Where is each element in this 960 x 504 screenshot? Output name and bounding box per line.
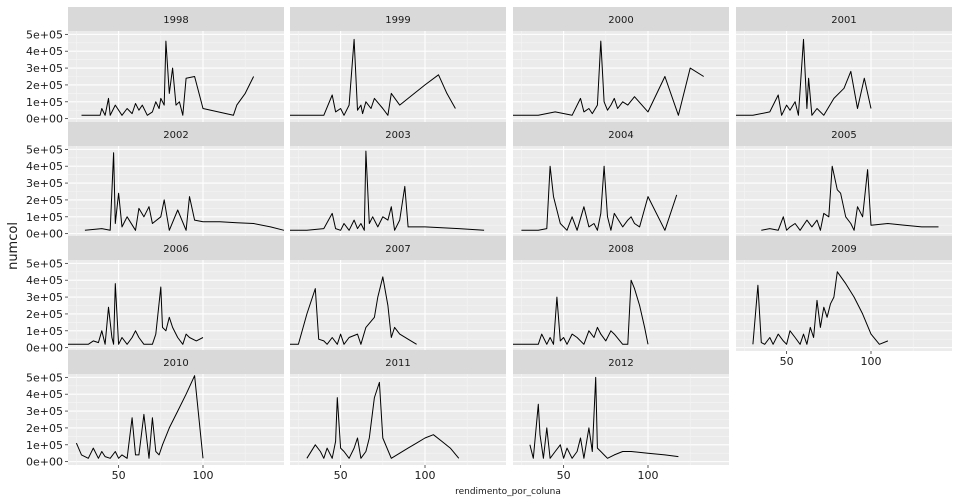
- facet-strip-label: 2004: [608, 130, 633, 141]
- facet-strip-label: 2009: [831, 244, 856, 255]
- facet-strip: [290, 236, 506, 260]
- x-tick-label: 100: [193, 469, 214, 482]
- y-tick-label: 4e+05: [26, 160, 63, 173]
- series-line-2005: [761, 165, 939, 231]
- facet-panel-2005: 2005: [736, 122, 952, 237]
- x-tick-label: 100: [638, 469, 659, 482]
- x-tick-label: 50: [557, 469, 571, 482]
- facet-strip: [736, 236, 952, 260]
- facet-strip-label: 2005: [831, 130, 856, 141]
- facet-strip-label: 2006: [163, 244, 188, 255]
- y-tick-label: 0e+00: [26, 342, 63, 355]
- series-line-2011: [306, 381, 460, 459]
- facet-strip: [68, 122, 284, 146]
- facet-strip: [513, 7, 729, 31]
- series-line-2012: [529, 376, 679, 459]
- series-line-2003: [290, 150, 485, 231]
- y-axis-title: numcol: [6, 222, 21, 270]
- facet-panel-2004: 2004: [513, 122, 729, 237]
- facet-panel-2002: 2002 0e+00 1e+05 2e+05 3e+05 4e+05 5e+05: [26, 122, 285, 241]
- facet-strip: [290, 350, 506, 374]
- facet-strip: [68, 236, 284, 260]
- x-tick-label: 100: [861, 355, 882, 368]
- series-line-2007: [290, 276, 417, 345]
- series-line-1999: [290, 38, 456, 116]
- facet-strip-label: 2008: [608, 244, 633, 255]
- y-tick-label: 5e+05: [26, 371, 63, 384]
- y-tick-label: 1e+05: [26, 439, 63, 452]
- x-tick-label: 50: [112, 469, 126, 482]
- facet-strip: [736, 122, 952, 146]
- y-tick-label: 0e+00: [26, 228, 63, 241]
- series-line-2009: [752, 271, 889, 345]
- facet-strip: [68, 7, 284, 31]
- y-tick-label: 4e+05: [26, 45, 63, 58]
- facet-strip: [290, 122, 506, 146]
- series-line-2010: [75, 375, 204, 459]
- y-tick-label: 2e+05: [26, 194, 63, 207]
- facet-strip-label: 2007: [385, 244, 410, 255]
- y-tick-label: 2e+05: [26, 422, 63, 435]
- y-tick-label: 0e+00: [26, 456, 63, 469]
- facet-strip: [513, 236, 729, 260]
- y-tick-label: 3e+05: [26, 62, 63, 75]
- facet-strip-label: 1999: [385, 15, 410, 26]
- facet-panel-2006: 2006 0e+00 1e+05 2e+05 3e+05 4e+05 5e+05: [26, 236, 284, 355]
- facet-strip-label: 2000: [608, 15, 633, 26]
- y-tick-label: 1e+05: [26, 96, 63, 109]
- facet-panel-2007: 2007: [290, 236, 506, 351]
- x-tick-label: 50: [780, 355, 794, 368]
- series-line-2000: [513, 40, 704, 116]
- facet-strip-label: 2003: [385, 130, 410, 141]
- facet-panel-2011: 2011 50 100: [290, 350, 506, 482]
- facet-panel-2009: 2009 50 100: [736, 236, 952, 368]
- y-tick-label: 3e+05: [26, 405, 63, 418]
- facet-panel-1998: 1998 0e+00 1e+05 2e+05 3e+05 4e+05 5e+05: [26, 7, 284, 126]
- facet-strip: [513, 122, 729, 146]
- x-tick-label: 50: [334, 469, 348, 482]
- y-tick-label: 5e+05: [26, 28, 63, 41]
- y-tick-label: 1e+05: [26, 211, 63, 224]
- series-line-2006: [68, 283, 204, 345]
- facet-strip: [736, 7, 952, 31]
- y-tick-label: 3e+05: [26, 177, 63, 190]
- facet-strip: [290, 7, 506, 31]
- facet-panel-2001: 2001: [736, 7, 952, 122]
- facet-panel-2008: 2008: [513, 236, 729, 351]
- series-line-2002: [84, 152, 285, 231]
- y-tick-label: 2e+05: [26, 79, 63, 92]
- series-line-1998: [81, 40, 255, 116]
- facet-panel-2012: 2012 50 100: [513, 350, 729, 482]
- facet-panel-2000: 2000: [513, 7, 729, 122]
- y-tick-label: 4e+05: [26, 388, 63, 401]
- facet-strip: [68, 350, 284, 374]
- y-tick-label: 1e+05: [26, 325, 63, 338]
- facet-strip-label: 1998: [163, 15, 188, 26]
- y-tick-label: 2e+05: [26, 308, 63, 321]
- facet-strip-label: 2010: [163, 358, 188, 369]
- facet-strip-label: 2001: [831, 15, 856, 26]
- series-line-2004: [521, 165, 678, 231]
- facet-panel-2003: 2003: [290, 122, 506, 237]
- y-tick-label: 4e+05: [26, 274, 63, 287]
- facet-strip-label: 2011: [385, 358, 410, 369]
- facet-panel-1999: 1999: [290, 7, 506, 122]
- y-tick-label: 5e+05: [26, 143, 63, 156]
- facet-strip-label: 2012: [608, 358, 633, 369]
- y-tick-label: 0e+00: [26, 113, 63, 126]
- facets-layer: 1998 0e+00 1e+05 2e+05 3e+05 4e+05 5e+05 1999 20…: [26, 7, 952, 482]
- x-axis-title: rendimento_por_coluna: [455, 487, 561, 497]
- x-tick-label: 100: [415, 469, 436, 482]
- facet-strip-label: 2002: [163, 130, 188, 141]
- y-tick-label: 5e+05: [26, 257, 63, 270]
- facet-panel-2010: 2010 0e+00 1e+05 2e+05 3e+05 4e+05 5e+05 50 100: [26, 350, 284, 482]
- series-line-2008: [513, 279, 649, 345]
- facet-strip: [513, 350, 729, 374]
- y-tick-label: 3e+05: [26, 291, 63, 304]
- series-line-2001: [736, 38, 872, 116]
